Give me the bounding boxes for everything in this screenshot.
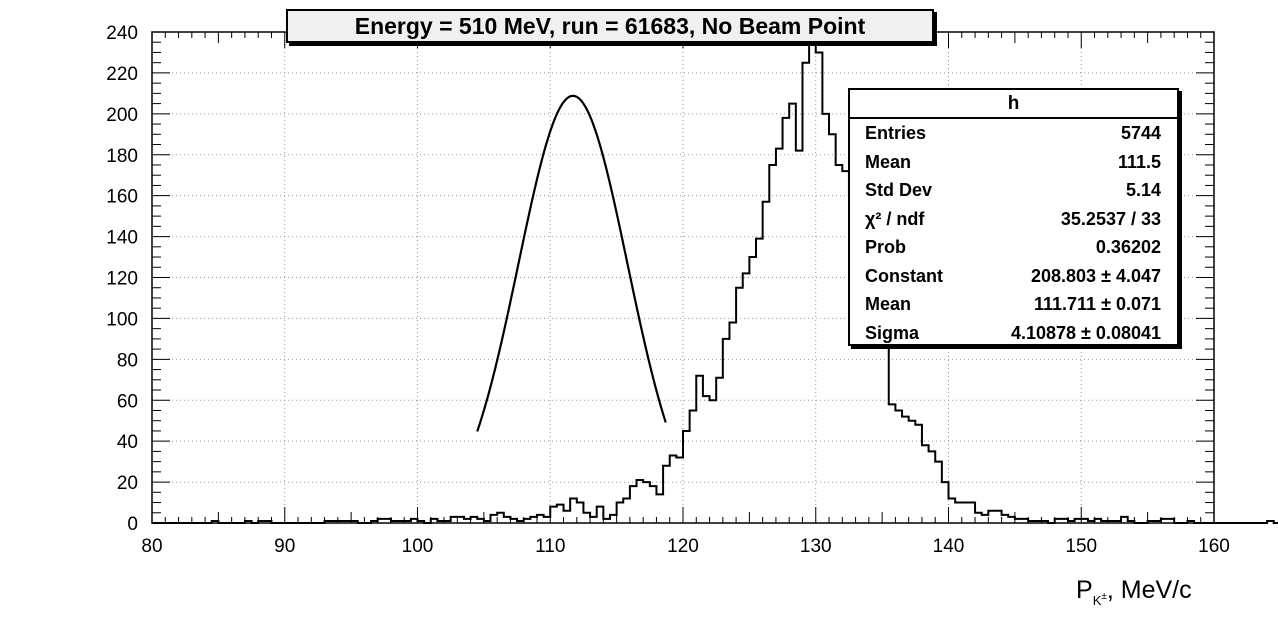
stats-label: χ² / ndf — [865, 208, 925, 229]
y-tick-label: 140 — [106, 228, 138, 249]
x-tick-label: 100 — [402, 536, 434, 557]
stats-value: 111.5 — [1117, 151, 1161, 172]
stats-value: 35.2537 / 33 — [1060, 208, 1161, 229]
chart-title: Energy = 510 MeV, run = 61683, No Beam P… — [286, 9, 934, 43]
y-tick-label: 220 — [106, 64, 138, 85]
stats-value: 111.711 ± 0.071 — [1033, 294, 1161, 314]
y-tick-label: 200 — [106, 105, 138, 126]
y-tick-labels: 0 20 40 60 80 100 120 140 160 180 200 220 240 — [106, 23, 138, 535]
y-tick-label: 20 — [117, 473, 138, 494]
x-tick-label: 140 — [933, 536, 965, 557]
y-tick-label: 120 — [106, 269, 138, 290]
y-tick-label: 180 — [106, 146, 138, 167]
stats-value: 208.803 ± 4.047 — [1031, 265, 1161, 286]
stats-row: Prob 0.36202 — [850, 233, 1177, 262]
stats-row: Entries 5744 — [850, 119, 1177, 148]
x-axis-label-unit: , MeV/c — [1106, 576, 1192, 604]
stats-label: Sigma — [865, 322, 920, 343]
y-tick-label: 80 — [117, 350, 138, 371]
x-axis-label-subscript: K± — [1092, 591, 1107, 608]
y-tick-label: 0 — [127, 514, 138, 535]
x-axis-label-main: P — [1076, 576, 1093, 604]
x-tick-label: 80 — [141, 536, 162, 557]
x-tick-label: 160 — [1198, 536, 1230, 557]
x-axis-label: PK±, MeV/c — [1076, 576, 1192, 608]
x-tick-label: 130 — [800, 536, 832, 557]
y-tick-label: 100 — [106, 309, 138, 330]
stats-row: χ² / ndf 35.2537 / 33 — [850, 205, 1177, 234]
stats-value: 0.36202 — [1095, 237, 1161, 257]
x-tick-label: 90 — [274, 536, 295, 557]
stats-value: 5744 — [1120, 123, 1161, 143]
stats-header: h — [850, 90, 1177, 119]
stats-label: Mean — [865, 151, 912, 172]
x-tick-label: 110 — [535, 536, 565, 557]
x-tick-labels: 80 90 100 110 120 130 140 150 160 — [141, 536, 1229, 557]
stats-row: Constant 208.803 ± 4.047 — [850, 262, 1177, 291]
y-tick-label: 40 — [117, 432, 138, 453]
gaussian-fit-curve — [476, 94, 667, 432]
stats-row: Mean 111.5 — [850, 148, 1177, 177]
stats-label: Prob — [865, 237, 907, 257]
stats-value: 5.14 — [1125, 180, 1161, 200]
x-axis-label-sub-text: K — [1092, 593, 1102, 608]
stats-label: Mean — [865, 294, 912, 314]
x-tick-label: 120 — [667, 536, 699, 557]
stats-row: Std Dev 5.14 — [850, 176, 1177, 205]
x-axis-label-superscript: ± — [1101, 591, 1107, 602]
axis-ticks — [151, 31, 1215, 524]
stats-label: Std Dev — [865, 180, 933, 200]
stats-label: Constant — [865, 265, 943, 286]
stats-row: Sigma 4.10878 ± 0.08041 — [850, 319, 1177, 348]
y-tick-label: 240 — [106, 23, 138, 44]
y-tick-label: 160 — [106, 187, 138, 208]
stats-box: h Entries 5744 Mean 111.5 Std Dev 5.14 χ² /… — [848, 88, 1179, 346]
stats-value: 4.10878 ± 0.08041 — [1010, 322, 1161, 343]
stats-row: Mean 111.711 ± 0.071 — [850, 290, 1177, 319]
y-tick-label: 60 — [117, 391, 138, 412]
x-tick-label: 150 — [1065, 536, 1097, 557]
stats-label: Entries — [865, 123, 927, 143]
